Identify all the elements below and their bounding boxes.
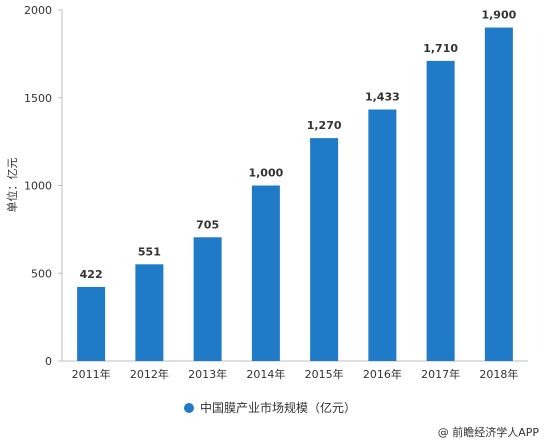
bar-value-label: 1,710 bbox=[423, 42, 458, 55]
y-axis-ticks: 0 500 1000 1500 2000 bbox=[24, 4, 52, 368]
bar bbox=[77, 286, 106, 361]
y-tick-label: 500 bbox=[31, 267, 52, 280]
x-tick-label: 2016年 bbox=[363, 367, 402, 381]
bar-value-label: 1,433 bbox=[365, 91, 400, 104]
x-tick-label: 2012年 bbox=[130, 367, 169, 381]
bar-value-label: 551 bbox=[138, 245, 161, 258]
x-tick-label: 2013年 bbox=[188, 367, 227, 381]
y-tick-label: 0 bbox=[45, 355, 52, 368]
x-tick-label: 2015年 bbox=[305, 367, 344, 381]
legend-label: 中国膜产业市场规模（亿元） bbox=[200, 400, 356, 415]
source-credit: @ 前瞻经济学人APP bbox=[438, 425, 540, 439]
bar-value-label: 422 bbox=[80, 268, 103, 281]
bar bbox=[368, 109, 397, 361]
y-axis-label: 单位：亿元 bbox=[5, 158, 19, 213]
x-tick-label: 2018年 bbox=[479, 367, 518, 381]
bar-value-label: 1,270 bbox=[307, 119, 342, 132]
bars bbox=[77, 27, 513, 362]
legend: 中国膜产业市场规模（亿元） bbox=[184, 400, 356, 415]
bar bbox=[310, 138, 339, 361]
bar bbox=[484, 27, 513, 362]
axes bbox=[58, 9, 528, 362]
x-tick-label: 2017年 bbox=[421, 367, 460, 381]
bar-value-label: 1,900 bbox=[481, 9, 516, 22]
bar bbox=[251, 185, 280, 361]
bar-value-label: 705 bbox=[196, 218, 219, 231]
value-labels: 422 551 705 1,000 1,270 1,433 1,710 1,900 bbox=[80, 9, 517, 281]
y-tick-label: 1000 bbox=[24, 180, 52, 193]
bar bbox=[426, 60, 455, 362]
x-axis-ticks: 2011年 2012年 2013年 2014年 2015年 2016年 2017年 2018年 bbox=[72, 367, 519, 381]
bar bbox=[193, 237, 222, 361]
bar bbox=[135, 264, 164, 361]
x-tick-label: 2014年 bbox=[246, 367, 285, 381]
x-tick-label: 2011年 bbox=[72, 367, 111, 381]
bar-value-label: 1,000 bbox=[248, 167, 283, 180]
y-tick-label: 2000 bbox=[24, 4, 52, 17]
legend-swatch bbox=[184, 403, 194, 413]
y-tick-label: 1500 bbox=[24, 92, 52, 105]
